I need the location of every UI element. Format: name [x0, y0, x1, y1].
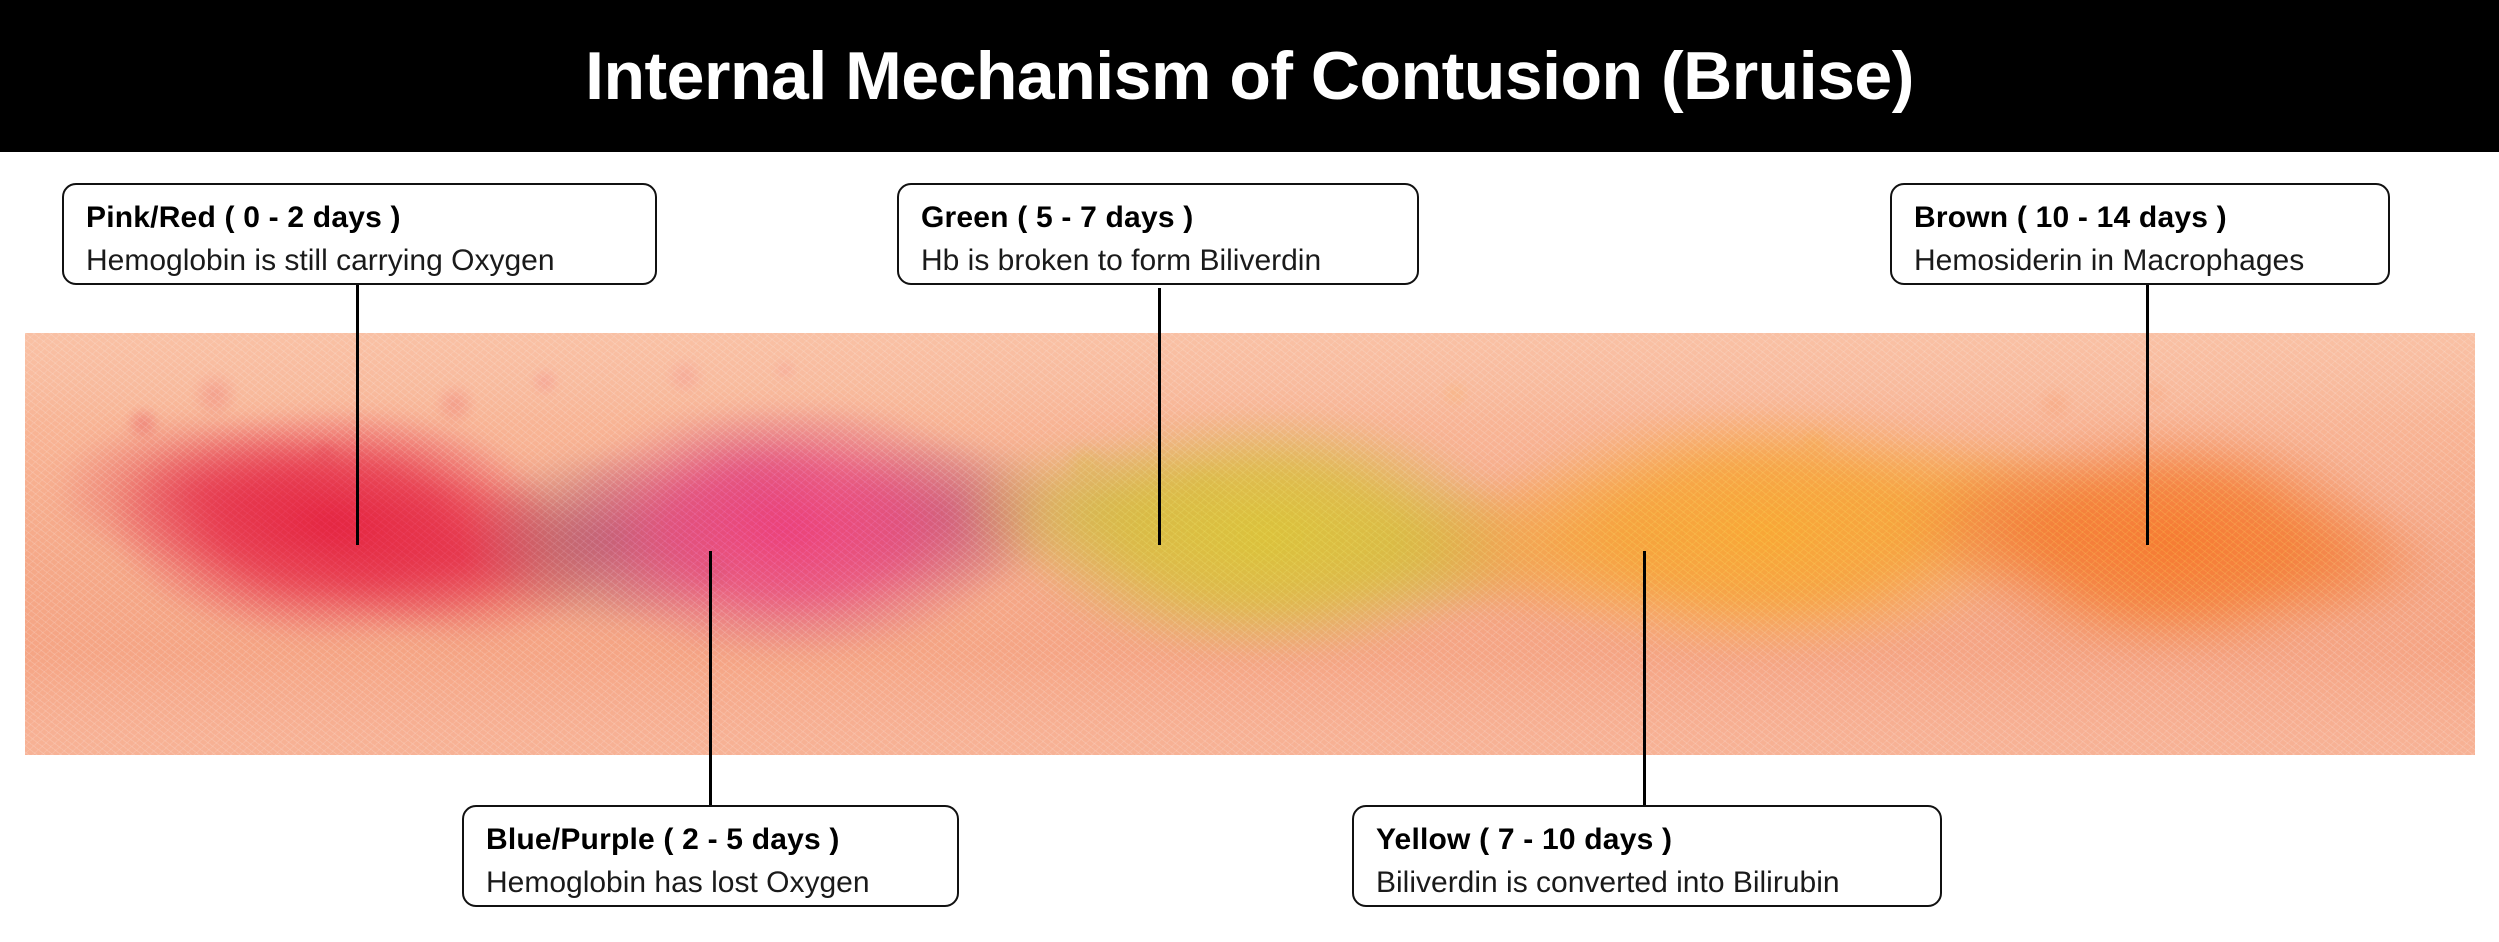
leader-line-blue-purple	[709, 551, 712, 805]
callout-description: Hemoglobin is still carrying Oxygen	[86, 243, 555, 277]
callout-title: Brown ( 10 - 14 days )	[1914, 201, 2227, 234]
title-bar: Internal Mechanism of Contusion (Bruise)	[0, 0, 2499, 152]
page-title: Internal Mechanism of Contusion (Bruise)	[585, 38, 1914, 114]
callout-pink-red[interactable]: Pink/Red ( 0 - 2 days ) Hemoglobin is st…	[62, 183, 657, 285]
callout-yellow[interactable]: Yellow ( 7 - 10 days ) Biliverdin is con…	[1352, 805, 1942, 907]
callout-title: Yellow ( 7 - 10 days )	[1376, 823, 1673, 856]
callout-description: Hemoglobin has lost Oxygen	[486, 865, 870, 899]
callout-brown[interactable]: Brown ( 10 - 14 days ) Hemosiderin in Ma…	[1890, 183, 2390, 285]
skin-background	[25, 333, 2475, 755]
bruise-illustration	[25, 333, 2475, 755]
callout-green[interactable]: Green ( 5 - 7 days ) Hb is broken to for…	[897, 183, 1419, 285]
leader-line-yellow	[1643, 551, 1646, 805]
leader-line-green	[1158, 288, 1161, 545]
leader-line-brown	[2146, 285, 2149, 545]
callout-title: Blue/Purple ( 2 - 5 days )	[486, 823, 840, 856]
callout-description: Hemosiderin in Macrophages	[1914, 243, 2305, 277]
callout-description: Hb is broken to form Biliverdin	[921, 243, 1322, 277]
callout-blue-purple[interactable]: Blue/Purple ( 2 - 5 days ) Hemoglobin ha…	[462, 805, 959, 907]
callout-title: Pink/Red ( 0 - 2 days )	[86, 201, 401, 234]
leader-line-pink-red	[356, 285, 359, 545]
callout-description: Biliverdin is converted into Bilirubin	[1376, 865, 1840, 899]
callout-title: Green ( 5 - 7 days )	[921, 201, 1194, 234]
